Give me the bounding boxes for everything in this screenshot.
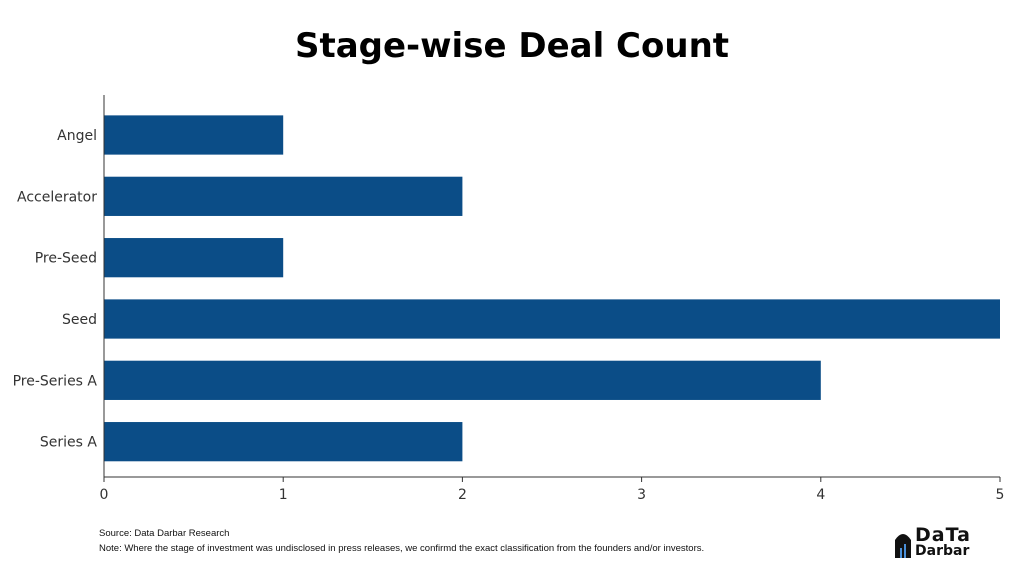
y-tick-label-accelerator: Accelerator bbox=[17, 189, 97, 205]
y-tick-label-series-a: Series A bbox=[40, 435, 98, 451]
labels-layer: Angel Accelerator Pre-Seed Seed Pre-Series A… bbox=[13, 128, 1005, 503]
bar-pre-series-a bbox=[104, 360, 821, 400]
y-tick-label-pre-series-a: Pre-Series A bbox=[13, 373, 98, 389]
logo-text-bottom: Darbar bbox=[915, 543, 970, 559]
x-tick-label-2: 2 bbox=[458, 487, 467, 503]
bar-series-a bbox=[104, 422, 463, 462]
axes-layer bbox=[103, 95, 1001, 482]
x-tick-label-1: 1 bbox=[279, 487, 288, 503]
data-darbar-logo: DaTa Darbar bbox=[893, 524, 993, 562]
methodology-note: Note: Where the stage of investment was … bbox=[99, 543, 705, 554]
y-tick-label-pre-seed: Pre-Seed bbox=[35, 251, 97, 267]
bar-accelerator bbox=[104, 176, 463, 216]
y-tick-label-seed: Seed bbox=[62, 312, 97, 328]
x-tick-label-4: 4 bbox=[816, 487, 825, 503]
y-tick-label-angel: Angel bbox=[57, 128, 97, 144]
x-tick-label-0: 0 bbox=[100, 487, 109, 503]
logo-text-top: DaTa bbox=[915, 524, 971, 546]
chart-title: Stage-wise Deal Count bbox=[294, 26, 730, 66]
x-tick-label-5: 5 bbox=[996, 487, 1005, 503]
bar-pre-seed bbox=[104, 238, 284, 278]
bar-angel bbox=[104, 115, 284, 155]
source-note: Source: Data Darbar Research bbox=[99, 528, 230, 539]
bars-layer bbox=[104, 115, 1000, 462]
x-tick-label-3: 3 bbox=[637, 487, 646, 503]
bar-seed bbox=[104, 299, 1000, 339]
mosque-icon bbox=[895, 534, 911, 558]
